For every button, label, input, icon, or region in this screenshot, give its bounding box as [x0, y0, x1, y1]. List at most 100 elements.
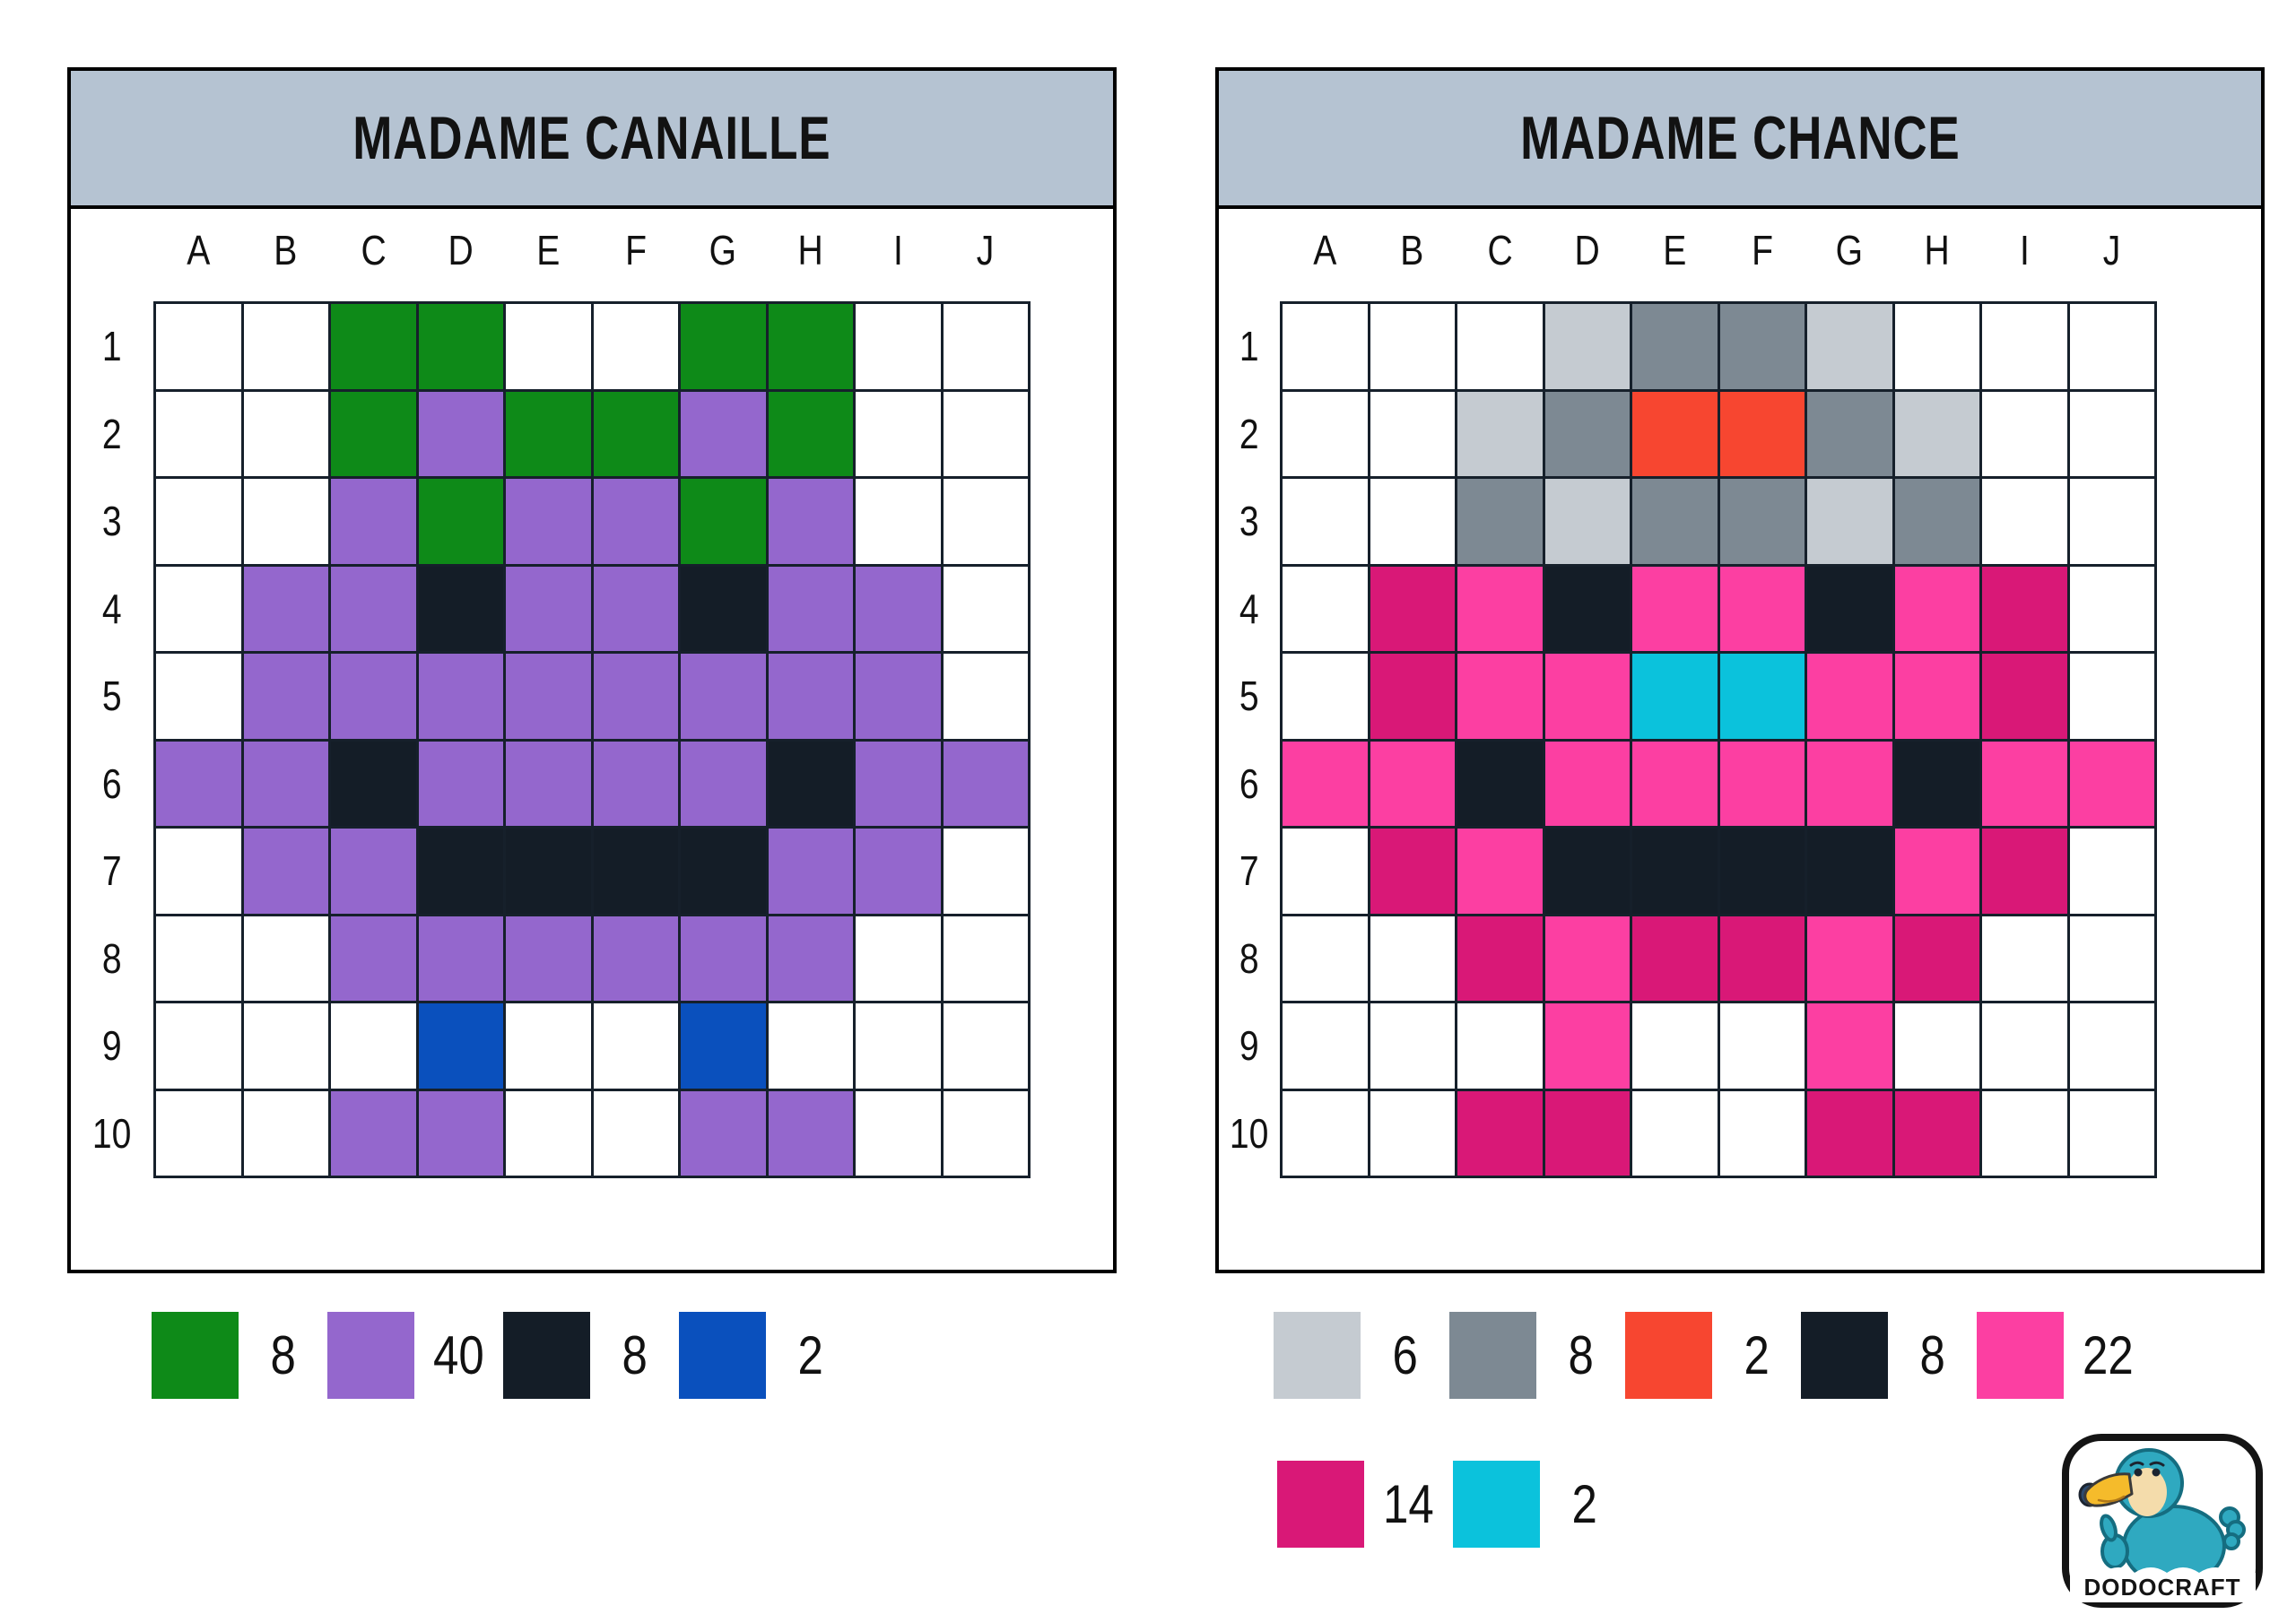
grid-cell: [1894, 1003, 1979, 1089]
legend-color-swatch: [503, 1312, 590, 1399]
legend-item: 2: [1625, 1312, 1801, 1399]
column-letter: J: [2102, 227, 2121, 273]
grid-cell: [1544, 741, 1630, 826]
grid-cell: [243, 829, 328, 914]
grid-cell: [1719, 304, 1805, 389]
grid-cell: [593, 916, 678, 1001]
legend-color-swatch: [1625, 1312, 1712, 1399]
grid-cell: [418, 829, 503, 914]
grid-cell: [943, 566, 1028, 651]
grid-cell: [506, 829, 591, 914]
grid-cell: [156, 1090, 241, 1176]
grid-cell: [2069, 566, 2154, 651]
dodo-bird-illustration: [2070, 1448, 2256, 1602]
grid-cell: [1632, 566, 1718, 651]
grid-cell: [1719, 654, 1805, 739]
legend-count: 14: [1383, 1474, 1434, 1534]
grid-cell: [331, 1003, 416, 1089]
grid-cell: [418, 1003, 503, 1089]
grid-cell: [1544, 829, 1630, 914]
grid-cell: [506, 1090, 591, 1176]
legend-item: 2: [1453, 1461, 1629, 1548]
panel-madame-chance: MADAME CHANCE A B C D E F G H I J 1 2 3 4 5 6 7 8 9 10: [1215, 67, 2265, 1273]
grid-cell: [1807, 566, 1892, 651]
row-number: 6: [102, 759, 122, 807]
grid-cell: [156, 829, 241, 914]
grid-cell: [2069, 1090, 2154, 1176]
grid-cell: [1894, 654, 1979, 739]
grid-cell: [243, 1003, 328, 1089]
row-number: 6: [1239, 759, 1259, 807]
grid-cell: [331, 654, 416, 739]
grid-cell: [156, 304, 241, 389]
grid-cell: [943, 1003, 1028, 1089]
row-number: 9: [1239, 1022, 1259, 1070]
grid-cell: [243, 916, 328, 1001]
column-letter: D: [1574, 227, 1600, 273]
grid-cell: [331, 741, 416, 826]
grid-cell: [1283, 566, 1368, 651]
grid-cell: [681, 1003, 766, 1089]
grid-cell: [506, 479, 591, 564]
grid-cell: [593, 1090, 678, 1176]
grid-cell: [1807, 741, 1892, 826]
grid-cell: [243, 391, 328, 476]
row-number: 7: [1239, 847, 1259, 895]
legend-item: 22: [1977, 1312, 2152, 1399]
grid-cell: [856, 916, 941, 1001]
grid-cell: [1807, 916, 1892, 1001]
grid-cell: [1894, 304, 1979, 389]
grid-cell: [1283, 391, 1368, 476]
legend-chance-row1: 6 8 2 8 22: [1274, 1312, 2152, 1399]
grid-cell: [1370, 1090, 1455, 1176]
panel-title-band: MADAME CANAILLE: [71, 71, 1113, 209]
grid-cell: [943, 916, 1028, 1001]
grid-cell: [1370, 829, 1455, 914]
grid-cell: [593, 304, 678, 389]
legend-color-swatch: [327, 1312, 414, 1399]
row-number: 10: [1230, 1109, 1269, 1157]
grid-cell: [1457, 654, 1543, 739]
grid-cell: [1632, 654, 1718, 739]
legend-color-swatch: [1274, 1312, 1361, 1399]
grid-cell: [1632, 1003, 1718, 1089]
grid-cell: [681, 829, 766, 914]
row-number: 1: [1239, 323, 1259, 370]
column-letter: C: [361, 227, 387, 273]
row-number: 4: [1239, 585, 1259, 632]
legend-item: 8: [152, 1312, 327, 1399]
column-letter: F: [624, 227, 647, 273]
legend-color-swatch: [1977, 1312, 2064, 1399]
legend-count: 2: [1571, 1474, 1597, 1534]
column-letter: H: [797, 227, 823, 273]
grid-cell: [243, 566, 328, 651]
grid-cell: [243, 1090, 328, 1176]
grid-cell: [1982, 829, 2067, 914]
row-number: 9: [102, 1022, 122, 1070]
column-letter: A: [1313, 227, 1337, 273]
grid-cell: [856, 1003, 941, 1089]
grid-cell: [856, 391, 941, 476]
column-letter: I: [892, 227, 903, 273]
grid-cell: [1982, 566, 2067, 651]
grid-cell: [2069, 916, 2154, 1001]
column-letter: J: [976, 227, 995, 273]
grid-cell: [1283, 1090, 1368, 1176]
grid-cell: [1632, 391, 1718, 476]
row-number: 8: [102, 934, 122, 982]
legend-color-swatch: [1277, 1461, 1364, 1548]
grid-cell: [1894, 829, 1979, 914]
grid-cell: [243, 741, 328, 826]
legend-item: 8: [503, 1312, 679, 1399]
column-letter: H: [1924, 227, 1950, 273]
pixel-grid: [1280, 301, 2157, 1178]
grid-cell: [768, 304, 853, 389]
legend-count: 2: [1744, 1325, 1770, 1385]
row-number: 7: [102, 847, 122, 895]
grid-cell: [1632, 829, 1718, 914]
column-letter: E: [1663, 227, 1687, 273]
grid-cell: [331, 479, 416, 564]
grid-cell: [506, 654, 591, 739]
grid-cell: [943, 1090, 1028, 1176]
grid-cell: [856, 304, 941, 389]
